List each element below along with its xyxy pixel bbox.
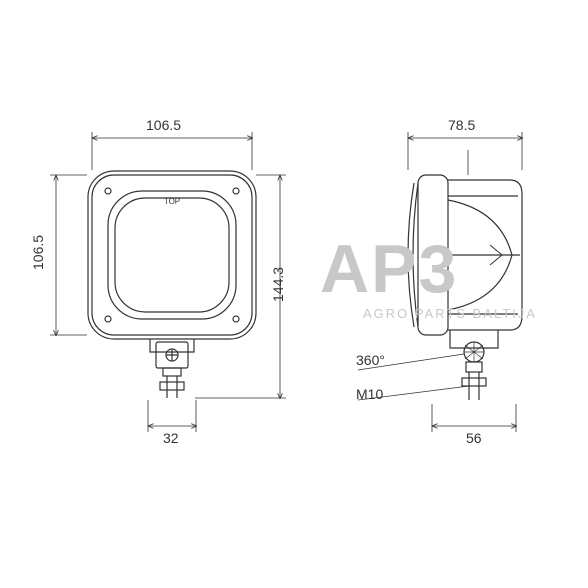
front-view: TOP: [50, 132, 286, 432]
dim-front-bracket: 32: [163, 430, 179, 446]
top-label: TOP: [164, 197, 180, 206]
drawing-svg: TOP: [0, 0, 588, 588]
dim-side-rotation: 360°: [356, 352, 385, 368]
dim-side-bolt: M10: [356, 386, 383, 402]
dim-side-width: 78.5: [448, 117, 475, 133]
dim-front-width: 106.5: [146, 117, 181, 133]
diagram-canvas: AP3 AGRO PARTS BALTIJA: [0, 0, 588, 588]
dim-front-height-left: 106.5: [30, 235, 46, 270]
dim-side-bracket: 56: [466, 430, 482, 446]
dim-front-height-right: 144.3: [270, 267, 286, 302]
